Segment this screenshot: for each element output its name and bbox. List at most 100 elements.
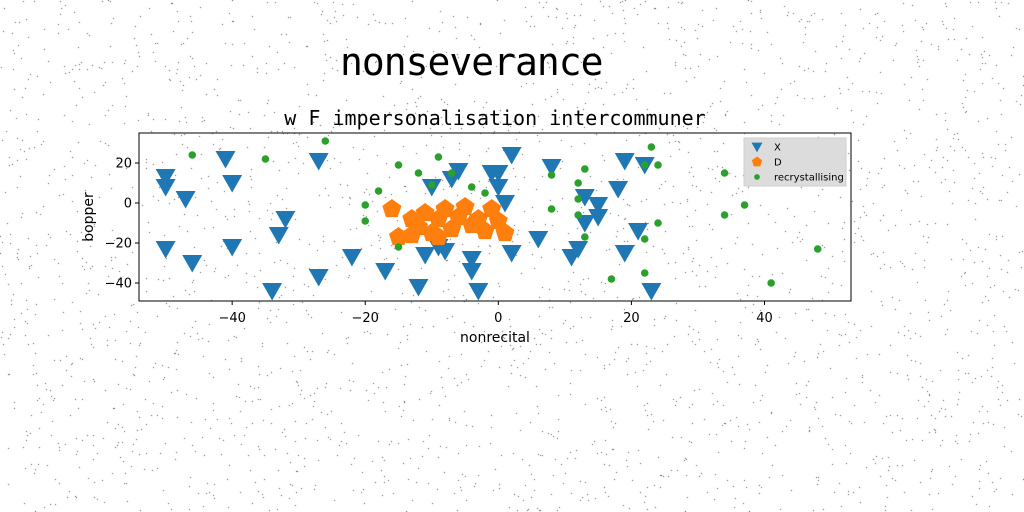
y-tick-label-2: −20: [105, 237, 132, 252]
series-2-point-5: [374, 187, 383, 195]
series-1-point-16: [495, 223, 515, 242]
series-0-point-27: [488, 165, 509, 183]
series-2-point-11: [447, 169, 456, 177]
series-2-point-27: [654, 219, 662, 227]
series-0-point-38: [588, 209, 609, 227]
series-0-point-34: [568, 241, 589, 259]
data-layer: [155, 137, 822, 301]
x-tick-label-4: 40: [756, 311, 773, 326]
series-2-point-18: [574, 211, 582, 219]
legend-marker-2: [754, 174, 760, 180]
series-1-point-10: [455, 197, 475, 216]
series-0-point-30: [501, 245, 522, 263]
series-0-point-7: [222, 239, 243, 257]
series-2-point-8: [414, 169, 423, 177]
series-0-point-26: [488, 179, 509, 197]
series-2-point-7: [394, 243, 403, 251]
series-2-point-16: [574, 179, 582, 187]
series-0-point-39: [608, 181, 629, 199]
series-0-point-31: [528, 231, 549, 249]
series-0-point-23: [461, 263, 482, 281]
legend-label-1: D: [774, 158, 782, 169]
series-2-point-17: [574, 195, 582, 203]
series-0-point-6: [222, 175, 243, 193]
series-2-point-29: [720, 211, 729, 219]
series-0-point-9: [268, 227, 289, 245]
series-2-point-12: [467, 183, 476, 191]
series-2-point-25: [647, 143, 656, 151]
y-tick-label-0: 20: [115, 157, 132, 172]
ticks-layer: −40 −20 0 20 40 20 0 −20 −40: [105, 157, 773, 327]
series-0-point-16: [415, 247, 436, 265]
series-0-point-0: [155, 169, 176, 187]
series-0-point-32: [541, 159, 562, 177]
series-2-point-23: [640, 269, 649, 277]
series-2-point-31: [767, 279, 775, 287]
series-2-point-1: [261, 155, 270, 163]
series-1-point-17: [402, 225, 422, 244]
series-2-point-26: [654, 161, 662, 169]
series-0-point-42: [628, 223, 649, 241]
series-0-point-40: [614, 153, 635, 171]
series-0-point-13: [341, 249, 362, 267]
y-axis-label: bopper: [81, 192, 97, 242]
series-0-point-2: [155, 241, 176, 259]
series-2-point-30: [740, 201, 749, 209]
x-tick-label-0: −40: [218, 311, 245, 326]
series-0-point-10: [275, 211, 296, 229]
series-2-point-21: [607, 275, 616, 283]
series-0-point-28: [494, 195, 515, 213]
series-2-point-19: [581, 165, 589, 173]
series-0-point-41: [614, 245, 635, 263]
series-2-point-0: [188, 151, 197, 159]
series-0-point-11: [308, 153, 329, 171]
legend-label-0: X: [774, 143, 781, 154]
series-2-point-32: [813, 245, 822, 253]
figure-suptitle: nonseverance: [340, 40, 604, 84]
x-axis-label: nonrecital: [460, 330, 530, 346]
series-2-point-20: [581, 233, 589, 241]
series-2-point-24: [640, 161, 649, 169]
series-0-point-1: [155, 179, 176, 197]
series-0-point-24: [468, 283, 489, 301]
legend-label-2: recrystallising: [774, 173, 844, 184]
x-tick-label-3: 20: [623, 311, 640, 326]
series-0-point-4: [182, 255, 203, 273]
series-0-point-8: [262, 283, 283, 301]
series-0-point-19: [435, 243, 456, 261]
series-1-point-0: [382, 199, 402, 218]
series-2-point-2: [321, 137, 330, 145]
series-0-point-22: [461, 251, 482, 269]
series-2-point-10: [434, 153, 443, 161]
series-2-point-13: [481, 189, 489, 197]
x-tick-label-1: −20: [352, 311, 379, 326]
series-0-point-14: [375, 263, 396, 281]
series-0-point-15: [408, 279, 429, 297]
series-1-point-13: [475, 221, 495, 240]
plot-frame: [138, 132, 852, 302]
series-0-point-3: [175, 191, 196, 209]
legend-marker-1: [751, 156, 763, 167]
series-0-point-36: [574, 215, 595, 233]
series-1-point-18: [428, 227, 448, 246]
series-0-point-21: [448, 163, 469, 181]
y-tick-label-1: 0: [124, 197, 132, 212]
y-tick-label-3: −40: [105, 277, 132, 292]
series-0-point-35: [574, 189, 595, 207]
series-0-point-12: [308, 269, 329, 287]
series-0-point-29: [501, 147, 522, 165]
series-0-point-37: [588, 197, 609, 215]
series-2-point-4: [361, 217, 370, 225]
series-2-point-14: [547, 171, 556, 179]
series-2-point-28: [720, 169, 729, 177]
series-1-point-7: [435, 199, 455, 218]
legend-marker-0: [751, 142, 763, 153]
series-0-point-5: [215, 151, 236, 169]
series-0-point-44: [641, 283, 662, 301]
chart-title: w F impersonalisation intercommuner: [284, 106, 705, 130]
series-2-point-15: [547, 205, 556, 213]
series-2-point-6: [394, 161, 403, 169]
